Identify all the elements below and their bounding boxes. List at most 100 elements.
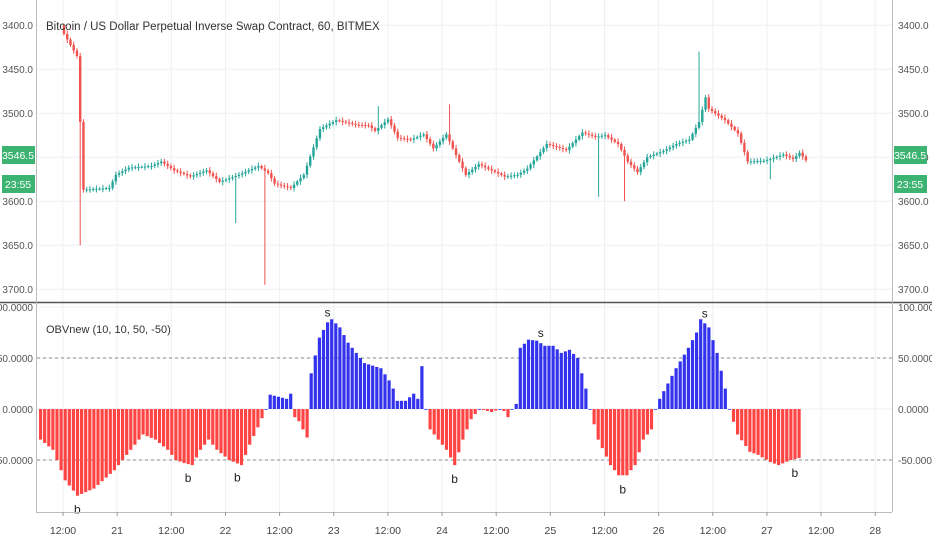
osc-tick-left: 0.0000 <box>2 405 33 416</box>
histogram-bar <box>108 409 112 474</box>
histogram-bar <box>268 394 272 409</box>
histogram-bar <box>662 391 666 409</box>
histogram-bar <box>170 409 174 455</box>
candle <box>176 168 179 174</box>
histogram-bar <box>772 409 777 464</box>
candle <box>318 126 322 142</box>
candle <box>406 135 409 143</box>
histogram-bar <box>473 409 477 415</box>
histogram-bar <box>367 364 371 409</box>
candle <box>88 186 92 193</box>
histogram-bar <box>526 339 531 409</box>
histogram-bar <box>551 345 555 409</box>
candle <box>98 187 101 191</box>
candle <box>600 133 604 139</box>
time-tick-label: 28 <box>869 525 881 537</box>
candle <box>312 144 315 160</box>
candle <box>665 145 668 155</box>
candle <box>646 153 649 166</box>
histogram-bar <box>116 409 121 466</box>
candle <box>163 158 166 167</box>
candle <box>205 167 208 175</box>
candle <box>156 159 160 168</box>
candle <box>419 132 422 141</box>
histogram-bar <box>768 409 772 463</box>
candle <box>276 180 280 188</box>
histogram-bar <box>264 409 268 410</box>
candle <box>198 169 202 178</box>
candle <box>493 168 497 174</box>
candle <box>552 141 555 150</box>
histogram-bar <box>477 409 481 410</box>
histogram-bar <box>112 409 116 471</box>
countdown-right: 23:55 <box>897 179 923 191</box>
histogram-bar <box>231 409 235 462</box>
candle <box>435 142 438 152</box>
histogram-bar <box>461 409 465 440</box>
candle <box>610 133 613 144</box>
histogram-bar <box>309 373 313 409</box>
countdown-left: 23:55 <box>5 179 31 191</box>
candle <box>367 123 370 128</box>
candle <box>752 158 756 165</box>
candle <box>117 170 121 178</box>
candle <box>727 118 730 126</box>
histogram-bar <box>395 400 399 409</box>
histogram-bar <box>276 396 280 409</box>
histogram-bar <box>703 323 707 409</box>
histogram-bar <box>71 409 75 491</box>
candle <box>325 123 328 130</box>
histogram-bar <box>252 409 256 437</box>
candle <box>649 154 652 159</box>
candle <box>746 149 749 165</box>
candle <box>458 153 461 164</box>
candle <box>788 153 791 161</box>
candle <box>522 168 526 176</box>
candle <box>383 118 386 129</box>
histogram-bar <box>285 398 289 409</box>
histogram-bar <box>453 409 457 466</box>
indicator-label: OBVnew (10, 10, 50, -50) <box>46 324 171 336</box>
histogram-bar <box>485 409 490 412</box>
histogram-bar <box>777 409 781 466</box>
histogram-bar <box>510 409 514 410</box>
osc-axis-right[interactable]: 100.0000 50.0000 0.0000 -50.0000 <box>898 303 932 467</box>
histogram-bar <box>760 409 764 458</box>
candle <box>480 161 484 169</box>
histogram-bar <box>84 409 88 493</box>
price-tick-left: 3500.0 <box>2 109 33 120</box>
candle <box>137 163 140 171</box>
countdown-label-right: 23:55 <box>894 175 927 193</box>
time-tick-label: 26 <box>653 525 665 537</box>
histogram-bar <box>649 409 654 430</box>
histogram-bar <box>547 345 551 409</box>
candle <box>247 168 250 175</box>
histogram-bar <box>555 349 559 409</box>
histogram-bar <box>67 409 71 486</box>
histogram-bar <box>330 319 334 409</box>
histogram-bar <box>219 409 223 454</box>
candle <box>590 132 594 139</box>
histogram-bar <box>789 409 793 460</box>
histogram-bar <box>637 409 641 453</box>
candle <box>91 186 95 192</box>
candle <box>134 165 137 170</box>
candle <box>733 125 736 132</box>
candle <box>195 171 199 178</box>
histogram-bar <box>727 409 731 410</box>
histogram-bar <box>633 409 637 466</box>
candle <box>347 119 351 127</box>
histogram-bar <box>350 347 354 409</box>
price-tick-left: 3400.0 <box>2 21 33 32</box>
signal-marker-b: b <box>792 466 799 480</box>
candle <box>390 116 393 129</box>
candle <box>422 132 425 138</box>
histogram-bar <box>674 368 678 409</box>
price-label-left: 3546.5 <box>2 146 35 164</box>
histogram-bar <box>391 388 395 409</box>
price-tick-left: 3600.0 <box>2 197 33 208</box>
osc-axis-left[interactable]: 100.0000 50.0000 0.0000 -50.0000 <box>0 303 33 467</box>
time-tick-label: 12:00 <box>266 525 292 537</box>
time-axis[interactable]: 12:00 21 12:00 22 12:00 23 12:00 24 12:00 25 12:00… <box>50 512 881 537</box>
